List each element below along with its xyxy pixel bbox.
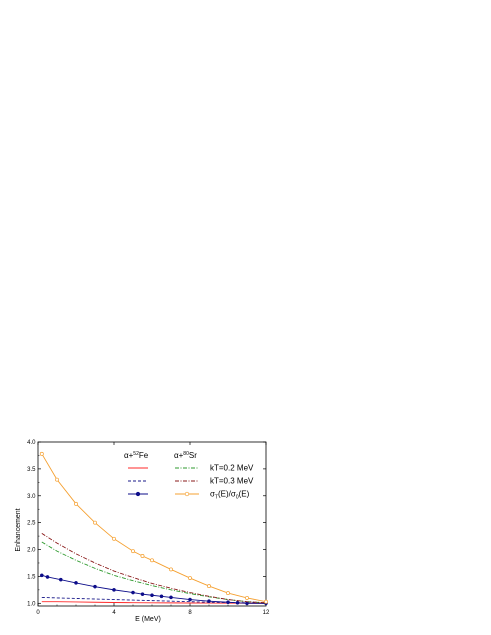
legend-marker-fe-3	[135, 491, 141, 497]
data-point	[169, 567, 173, 572]
data-point	[159, 594, 164, 599]
data-point	[188, 597, 192, 602]
data-point	[169, 595, 173, 600]
legend-header-fe: α+52Fe	[124, 451, 149, 460]
y-tick-label: 2.0	[27, 548, 36, 554]
y-tick-label: 3.0	[27, 494, 36, 500]
y-tick-label: 1.0	[27, 601, 36, 607]
x-tick-label: 0	[36, 610, 40, 616]
data-point	[58, 577, 63, 582]
data-point	[55, 477, 59, 482]
data-point	[188, 576, 192, 580]
data-point	[226, 600, 230, 605]
data-point	[226, 591, 230, 596]
y-tick-label: 4.0	[27, 440, 36, 446]
y-tick-label: 2.5	[27, 521, 36, 527]
y-axis-title: Enhancement	[15, 508, 22, 551]
x-tick-label: 12	[263, 610, 270, 616]
legend-header-sr: α+80Sr	[174, 451, 197, 460]
data-point	[93, 584, 97, 589]
legend-label-1: kT=0.2 MeV	[210, 464, 254, 473]
legend-label-3: σT(E)/σ0(E)	[210, 490, 250, 501]
data-point	[245, 595, 249, 600]
data-point	[39, 573, 44, 578]
data-point	[140, 592, 145, 597]
data-point	[207, 599, 211, 604]
data-point	[150, 593, 154, 598]
legend-marker-sr-3	[184, 491, 190, 497]
x-axis-title: E (MeV)	[135, 616, 161, 623]
y-tick-label: 3.5	[27, 467, 36, 473]
data-point	[112, 588, 116, 592]
x-tick-label: 4	[112, 610, 116, 616]
series-line-sr-2	[41, 533, 267, 604]
legend: α+52Fe α+80Sr kT=0.2 MeV kT=0.3 MeV σT(E)/σ0…	[124, 451, 254, 501]
data-point	[131, 590, 135, 595]
data-point	[45, 575, 50, 579]
x-tick-label: 8	[188, 610, 192, 616]
data-point	[74, 501, 78, 506]
data-point	[140, 554, 145, 558]
legend-label-2: kT=0.3 MeV	[210, 477, 254, 486]
data-point	[264, 599, 268, 604]
data-point	[207, 584, 211, 589]
series-line-sr-1	[41, 541, 267, 604]
data-point	[150, 558, 154, 563]
data-point	[235, 600, 240, 605]
data-point	[112, 536, 116, 541]
data-point	[74, 581, 78, 585]
data-point	[39, 451, 44, 456]
data-point	[93, 520, 97, 525]
data-point	[131, 549, 135, 554]
y-tick-label: 1.5	[27, 574, 36, 580]
series-line-fe-3	[41, 574, 266, 604]
series-line-sr-3	[41, 453, 267, 603]
